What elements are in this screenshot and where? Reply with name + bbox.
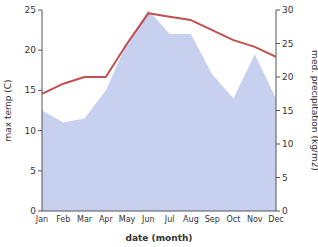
x-tick-label: Dec [268,215,283,224]
y-tick-label: 5 [30,166,36,176]
x-tick-label: Jul [164,215,175,224]
y-tick [38,10,42,11]
y2-tick-label: 10 [282,139,294,149]
y-tick-label: 10 [25,126,37,136]
y2-tick [276,77,280,78]
x-tick-label: Feb [56,215,70,224]
y-tick [38,90,42,91]
y2-tick [276,43,280,44]
x-tick-label: Jan [35,215,48,224]
y2-tick [276,211,280,212]
y-axis-line [42,10,43,211]
y2-tick [276,144,280,145]
x-axis-title: date (month) [126,233,193,243]
x-tick-label: Sep [205,215,220,224]
y2-tick-label: 15 [282,106,293,116]
y2-tick [276,10,280,11]
x-axis-line [42,211,276,212]
y-tick [38,211,42,212]
y-tick [38,50,42,51]
y2-tick-label: 25 [282,39,293,49]
y-tick-label: 15 [25,85,36,95]
x-tick-label: Aug [183,215,199,224]
plot-area [42,10,276,211]
y2-axis-title: med. precipitation (kg/m2) [310,50,318,171]
y2-tick-label: 30 [282,5,294,15]
x-tick-label: May [119,215,136,224]
y-axis-title: max temp (C) [3,79,13,141]
y-tick-label: 25 [25,5,36,15]
y-tick-label: 20 [25,45,37,55]
chart-container: 0510152025051015202530JanFebMarAprMayJun… [0,0,318,247]
y2-tick-label: 20 [282,72,294,82]
y2-tick-label: 5 [282,173,288,183]
y-tick [38,170,42,171]
x-tick-label: Mar [77,215,93,224]
x-tick-label: Oct [227,215,241,224]
y-tick [38,130,42,131]
x-tick-label: Jun [141,215,155,224]
y2-tick [276,177,280,178]
precip-line [42,13,276,93]
temp-area [42,10,276,211]
chart-svg: 0510152025051015202530JanFebMarAprMayJun… [0,0,318,247]
y2-tick [276,110,280,111]
x-tick-label: Apr [99,215,114,224]
x-tick-label: Nov [247,215,263,224]
